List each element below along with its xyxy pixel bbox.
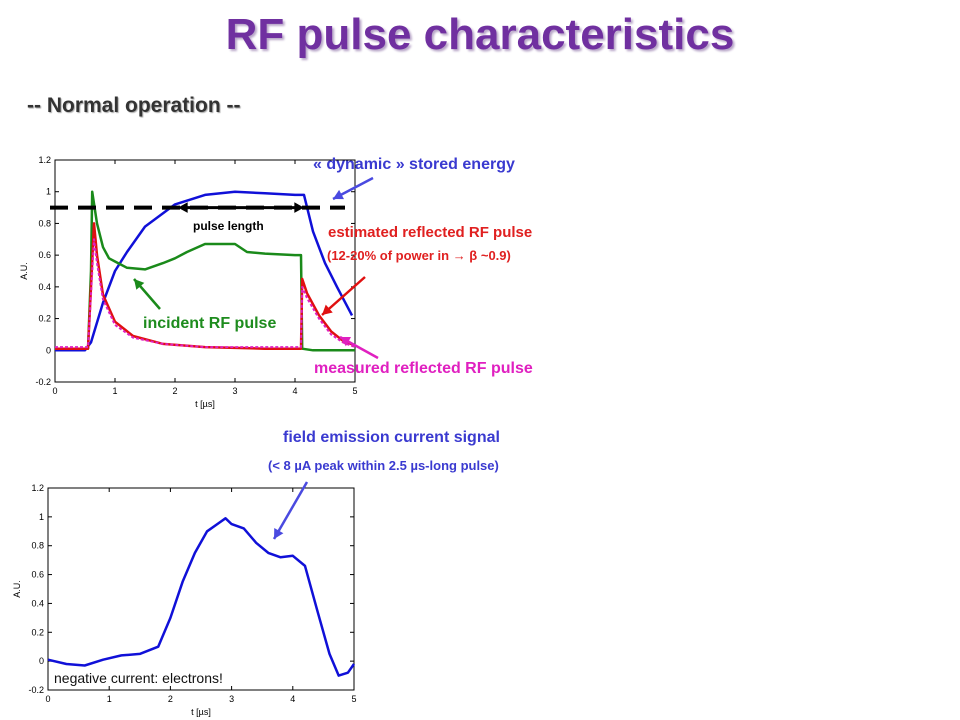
chart1-y-tick-label: 0.2 [38,314,51,324]
label-stored-energy: « dynamic » stored energy [313,156,515,173]
label-incident: incident RF pulse [143,315,277,332]
negative-current-note: negative current: electrons! [52,670,225,686]
chart1-x-tick-label: 5 [352,386,357,396]
chart1-y-tick-label: 0.4 [38,282,51,292]
subtitle: -- Normal operation -- [27,94,241,117]
label-measured-reflected: measured reflected RF pulse [314,360,533,377]
chart2-y-tick-label: -0.2 [28,685,44,695]
chart1-series-1-line [55,190,354,352]
chart1-y-tick-label: 0 [46,345,51,355]
chart2-y-tick-label: 1.2 [31,483,44,493]
arrow-estimated-reflected-head [322,304,333,315]
chart2-y-tick-label: 0.8 [31,541,44,551]
page-title: RF pulse characteristics [225,10,735,59]
label-estimated-reflected-note: (12-20% of power in → β ~0.9) [327,248,511,263]
label-field-emission: field emission current signal [283,429,500,446]
chart2-y-tick-label: 0.4 [31,598,44,608]
arrow-measured-reflected-head [340,337,351,347]
pulse-length-arrow-head-left [178,202,188,213]
chart2-y-tick-label: 0.2 [31,627,44,637]
chart2-x-axis-label: t [µs] [191,707,211,717]
chart1-x-tick-label: 0 [52,386,57,396]
label-pulse-length: pulse length [193,219,264,233]
chart1-series-3-line [55,222,356,350]
chart2-y-tick-label: 0.6 [31,570,44,580]
chart2-series-1-line [47,517,356,677]
chart1-y-tick-label: 1 [46,187,51,197]
chart1-y-tick-label: 0.8 [38,218,51,228]
chart1-y-tick-label: 0.6 [38,250,51,260]
arrow-field-emission [272,481,309,540]
arrow-stored-energy-head [333,189,344,200]
label-estimated-reflected: estimated reflected RF pulse [328,224,533,241]
chart1-y-axis-label: A.U. [19,262,29,280]
chart1-x-tick-label: 3 [232,386,237,396]
label-field-emission-note: (< 8 µA peak within 2.5 µs-long pulse) [268,458,499,473]
chart1-x-axis-label: t [µs] [195,399,215,409]
chart1-series-4-line [55,238,356,349]
arrow-incident-head [134,279,145,290]
chart2-plot-frame [47,487,355,691]
chart2-x-tick-label: 3 [229,694,234,704]
chart2-x-tick-label: 2 [168,694,173,704]
chart2-y-tick-label: 1 [39,512,44,522]
chart2-x-tick-label: 0 [45,694,50,704]
pulse-length-arrow-head-right [294,202,304,213]
chart1-y-tick-label: -0.2 [35,377,51,387]
chart2-x-tick-label: 1 [107,694,112,704]
chart1-x-tick-label: 4 [292,386,297,396]
chart1-x-tick-label: 2 [172,386,177,396]
arrow-field-emission-head [274,528,284,539]
chart2-x-tick-label: 5 [351,694,356,704]
chart1-x-tick-label: 1 [112,386,117,396]
chart2-y-axis-label: A.U. [12,580,22,598]
chart1-y-tick-label: 1.2 [38,155,51,165]
chart2-x-tick-label: 4 [290,694,295,704]
chart2-y-tick-label: 0 [39,656,44,666]
